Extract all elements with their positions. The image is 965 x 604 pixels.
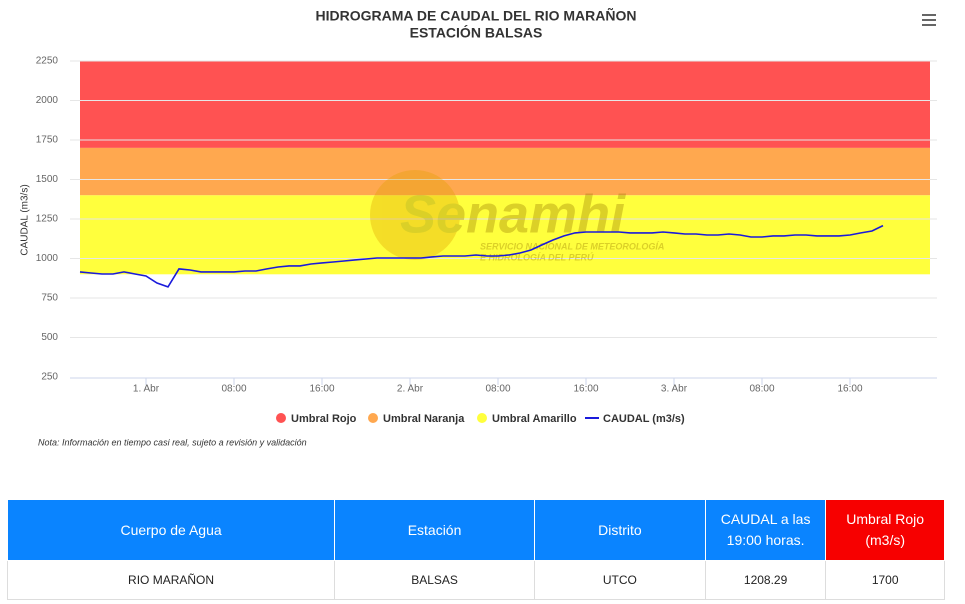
table-header: Cuerpo de Agua Estación Distrito CAUDAL a l… <box>6 499 945 561</box>
y-tick-label: 2000 <box>36 95 59 106</box>
x-tick-label: 1. Abr <box>133 384 160 395</box>
legend-label: CAUDAL (m3/s) <box>603 413 685 425</box>
x-tick-label: 08:00 <box>485 384 510 395</box>
x-tick-label: 08:00 <box>221 384 246 395</box>
menu-button[interactable] <box>922 14 936 26</box>
watermark-title: Senamhi <box>400 184 626 244</box>
y-axis-label: CAUDAL (m3/s) <box>20 184 31 255</box>
legend-marker <box>477 413 487 423</box>
grid: 250 500 750 1000 1250 1500 1750 2000 2250 1. Abr 0… <box>36 56 937 395</box>
chart: HIDROGRAMA DE CAUDAL DEL RIO MARAÑON EST… <box>20 7 937 447</box>
plot <box>79 224 884 288</box>
table-cell: RIO MARAÑON <box>6 560 336 600</box>
header-cell: Estación <box>334 499 535 561</box>
legend-label: Umbral Rojo <box>291 413 357 425</box>
watermark-text: E HIDROLOGÍA DEL PERÚ <box>480 251 594 262</box>
watermark-sun <box>370 170 460 260</box>
table-row: RIO MARAÑON BALSAS UTCO 1208.29 1700 <box>6 560 945 600</box>
legend-label: Umbral Amarillo <box>492 413 577 425</box>
y-tick-label: 2250 <box>36 56 59 67</box>
menu-bar <box>922 14 936 16</box>
y-tick-label: 1000 <box>36 253 59 264</box>
threshold-band <box>80 147 930 196</box>
y-tick-label: 750 <box>41 293 58 304</box>
table-cell: 1208.29 <box>704 560 827 600</box>
legend-marker <box>368 413 378 423</box>
watermark: Senamhi SERVICIO NACIONAL DE METEOROLOGÍ… <box>370 170 664 262</box>
x-tick-label: 16:00 <box>837 384 862 395</box>
data-line <box>79 224 884 288</box>
x-tick-label: 08:00 <box>749 384 774 395</box>
y-tick-label: 500 <box>41 332 58 343</box>
y-tick-label: 250 <box>41 372 58 383</box>
menu-bar <box>922 19 936 21</box>
chart-subtitle: ESTACIÓN BALSAS <box>410 24 543 41</box>
x-tick-label: 3. Abr <box>661 384 688 395</box>
watermark-text: SERVICIO NACIONAL DE METEOROLOGÍA <box>480 241 664 251</box>
table-body: RIO MARAÑON BALSAS UTCO 1208.29 1700 <box>6 560 945 600</box>
legend: Umbral Rojo Umbral Naranja Umbral Amarillo… <box>276 413 685 425</box>
threshold-band <box>80 61 930 148</box>
y-tick-label: 1250 <box>36 214 59 225</box>
table-cell: 1700 <box>825 560 945 600</box>
header-cell: Umbral Rojo (m3/s) <box>825 499 945 561</box>
chart-title: HIDROGRAMA DE CAUDAL DEL RIO MARAÑON <box>316 7 637 24</box>
note: Nota: Información en tiempo casi real, s… <box>38 437 307 447</box>
table-cell: BALSAS <box>334 560 535 600</box>
y-tick-label: 1500 <box>36 174 59 185</box>
x-tick-label: 16:00 <box>309 384 334 395</box>
legend-marker <box>276 413 286 423</box>
header-cell: Distrito <box>533 499 706 561</box>
header-cell: CAUDAL a las 19:00 horas. <box>704 499 827 561</box>
x-tick-label: 16:00 <box>573 384 598 395</box>
x-tick-label: 2. Abr <box>397 384 424 395</box>
header-cell: Cuerpo de Agua <box>6 499 336 561</box>
y-tick-label: 1750 <box>36 135 59 146</box>
info-table: Cuerpo de Agua Estación Distrito CAUDAL a l… <box>6 499 945 600</box>
menu-bar <box>922 24 936 26</box>
table-cell: UTCO <box>533 560 706 600</box>
legend-label: Umbral Naranja <box>383 413 465 425</box>
